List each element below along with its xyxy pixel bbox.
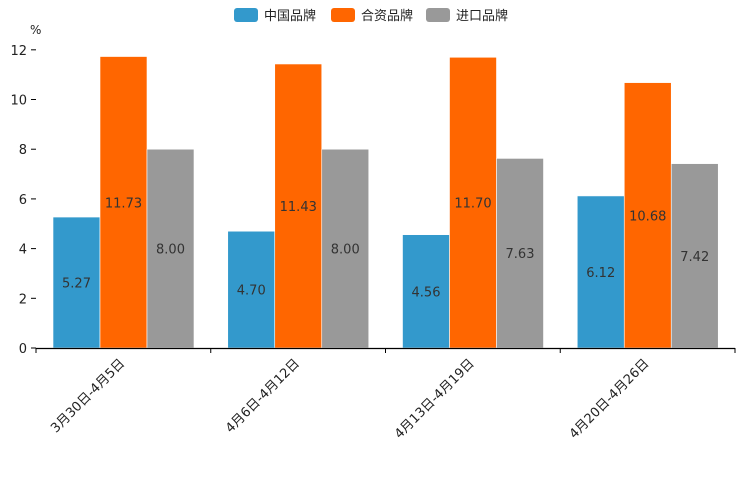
x-axis: 3月30日-4月5日 4月6日-4月12日 4月13日-4月19日 4月20日-4月2… [35,347,736,442]
legend: 中国品牌 合资品牌 进口品牌 [234,8,508,24]
legend-swatch-1 [331,8,355,22]
data-label-1-0: 4.70 [237,284,266,299]
bar-1-1 [274,63,323,349]
bar-0-2 [146,148,195,349]
y-tick-label-5: 10 [10,94,27,109]
bar-1-2 [321,148,370,349]
bars: 5.27 11.73 8.00 4.70 11.43 8.00 4.56 11.70 7.63 6… [52,56,719,349]
data-label-0-1: 11.73 [105,196,142,211]
legend-label-2: 进口品牌 [456,8,508,24]
data-label-1-1: 11.43 [280,200,317,215]
bar-3-0 [576,195,625,349]
y-tick-label-2: 4 [19,243,27,258]
data-label-2-1: 11.70 [454,197,491,212]
bar-3-2 [670,163,719,349]
y-tick-label-1: 2 [19,292,27,307]
legend-label-1: 合资品牌 [361,8,413,24]
x-tick-label-0: 3月30日-4月5日 [48,356,128,436]
y-tick-label-6: 12 [10,44,27,59]
legend-swatch-0 [234,8,258,22]
y-tick-label-3: 6 [19,193,27,208]
bar-3-1 [623,82,672,349]
y-axis: 0 2 4 6 8 10 12 [10,44,36,357]
y-axis-unit: % [30,23,41,37]
data-label-0-0: 5.27 [62,277,91,292]
data-label-3-1: 10.68 [629,209,666,224]
data-label-3-0: 6.12 [586,266,615,281]
y-tick-label-4: 8 [19,143,27,158]
data-label-0-2: 8.00 [156,243,185,258]
data-label-1-2: 8.00 [331,243,360,258]
legend-swatch-2 [426,8,450,22]
bar-0-1 [99,56,148,349]
x-tick-label-3: 4月20日-4月26日 [567,356,653,442]
data-label-2-2: 7.63 [506,247,535,262]
bar-2-1 [449,56,497,349]
x-tick-label-2: 4月13日-4月19日 [392,356,478,442]
data-label-2-0: 4.56 [412,285,441,300]
y-tick-label-0: 0 [19,342,27,357]
data-label-3-2: 7.42 [680,250,709,265]
bar-2-2 [496,158,544,349]
bar-1-0 [227,230,276,349]
x-tick-label-1: 4月6日-4月12日 [223,356,303,436]
legend-label-0: 中国品牌 [264,8,316,24]
